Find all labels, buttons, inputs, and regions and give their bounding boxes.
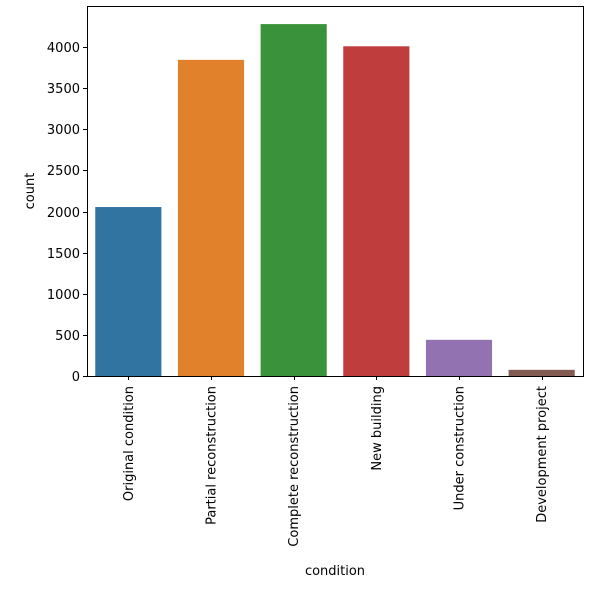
y-axis: 0 500 1000 1500 2000 2500 3000 3500 4000 — [47, 41, 87, 385]
plot-frame — [87, 6, 584, 377]
y-tick-label: 3000 — [47, 123, 80, 138]
y-tick-label: 1500 — [47, 247, 80, 262]
bar-original-condition — [95, 207, 162, 376]
x-axis: Original condition Partial reconstruction… — [122, 376, 550, 547]
y-tick-label: 3500 — [47, 82, 80, 97]
x-tick-label: Development project — [535, 386, 550, 523]
x-tick-label: Original condition — [122, 386, 137, 501]
y-tick-label: 2500 — [47, 164, 80, 179]
x-tick-label: Under construction — [453, 386, 468, 510]
bar-partial-reconstruction — [177, 59, 245, 376]
bar-new-building — [343, 46, 410, 377]
y-tick-label: 2000 — [47, 206, 80, 221]
bar-under-construction — [425, 339, 493, 376]
bar-development-project — [508, 369, 575, 376]
y-tick-label: 0 — [72, 370, 80, 385]
y-tick-label: 500 — [55, 329, 80, 344]
bar-complete-reconstruction — [260, 24, 327, 376]
x-tick-label: New building — [370, 386, 385, 471]
x-tick-label: Complete reconstruction — [287, 386, 302, 547]
bars-group — [95, 24, 575, 377]
y-tick-label: 1000 — [47, 288, 80, 303]
x-tick-label: Partial reconstruction — [205, 386, 220, 525]
x-axis-title: condition — [305, 564, 365, 579]
y-axis-title: count — [23, 173, 38, 210]
y-tick-label: 4000 — [47, 41, 80, 56]
